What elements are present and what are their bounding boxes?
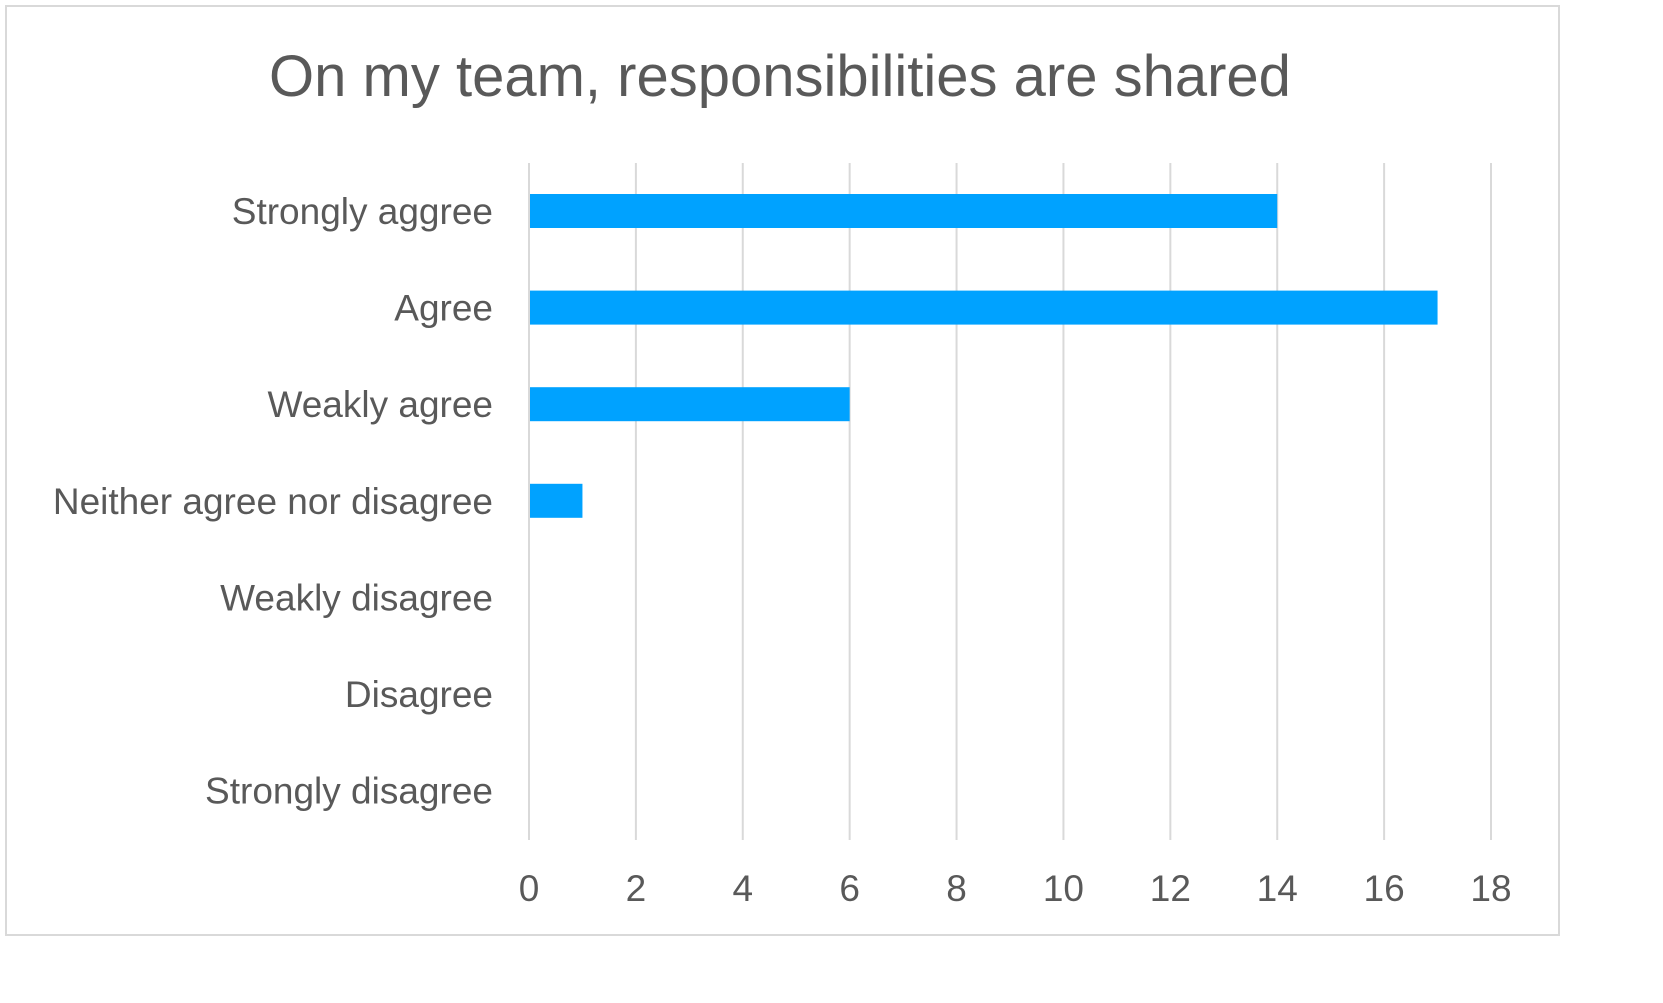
x-tick-label: 8 (946, 868, 967, 909)
bar (530, 483, 583, 518)
category-label: Strongly disagree (205, 771, 493, 812)
category-label: Disagree (345, 674, 493, 715)
x-tick-label: 18 (1470, 868, 1511, 909)
x-axis-tick-labels: 0 2 4 6 8 10 12 14 16 18 (519, 868, 1512, 909)
chart-frame (5, 5, 1560, 936)
x-tick-label: 4 (732, 868, 753, 909)
category-label: Weakly disagree (220, 577, 493, 618)
x-tick-label: 2 (626, 868, 647, 909)
gridlines (528, 163, 1492, 840)
category-label: Agree (394, 288, 493, 329)
x-tick-label: 14 (1257, 868, 1298, 909)
chart-title: On my team, responsibilities are shared (269, 44, 1291, 109)
bars (530, 194, 1438, 518)
category-label: Weakly agree (267, 384, 493, 425)
bar (530, 387, 850, 422)
bar (530, 290, 1438, 325)
x-tick-label: 6 (839, 868, 860, 909)
x-tick-label: 12 (1150, 868, 1191, 909)
x-tick-label: 10 (1043, 868, 1084, 909)
category-labels: Strongly aggree Agree Weakly agree Neither … (53, 191, 493, 812)
x-tick-label: 0 (519, 868, 540, 909)
category-label: Strongly aggree (232, 191, 493, 232)
category-label: Neither agree nor disagree (53, 481, 493, 522)
x-tick-label: 16 (1364, 868, 1405, 909)
bar (530, 194, 1278, 228)
